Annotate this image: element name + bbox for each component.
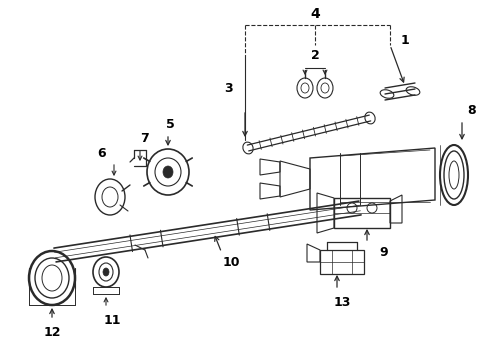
Text: 4: 4	[310, 7, 320, 21]
Ellipse shape	[163, 166, 173, 178]
Ellipse shape	[103, 268, 109, 276]
Text: 5: 5	[166, 117, 174, 131]
Text: 8: 8	[467, 104, 476, 117]
Text: 12: 12	[43, 325, 61, 338]
Text: 13: 13	[333, 296, 351, 309]
Text: 6: 6	[98, 147, 106, 159]
Text: 7: 7	[140, 131, 148, 144]
Text: 2: 2	[311, 49, 319, 62]
Text: 1: 1	[401, 33, 409, 46]
Text: 10: 10	[223, 256, 241, 269]
Text: 3: 3	[224, 81, 232, 95]
Text: 11: 11	[103, 314, 121, 327]
Text: 9: 9	[380, 247, 388, 260]
